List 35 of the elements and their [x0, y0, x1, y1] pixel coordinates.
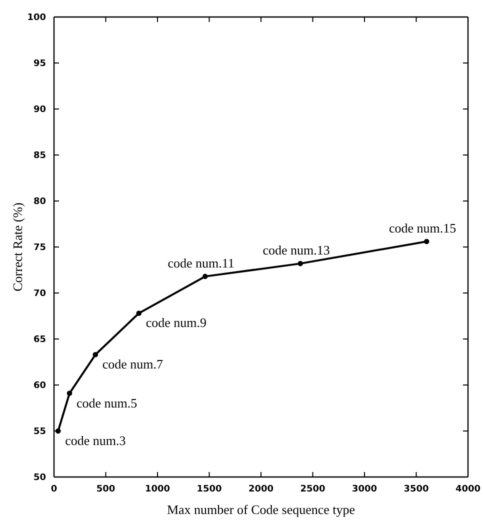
y-tick-label: 55 — [33, 426, 46, 437]
annotation: code num.11 — [168, 255, 234, 270]
annotation: code num.13 — [262, 242, 330, 258]
x-tick-label: 2000 — [248, 484, 274, 494]
y-tick-label: 80 — [33, 196, 46, 207]
x-axis-title: Max number of Code sequence type — [166, 502, 356, 517]
x-tick-label: 4000 — [455, 484, 481, 494]
x-tick-label: 1000 — [144, 484, 170, 494]
point — [92, 352, 98, 358]
y-tick-label: 100 — [27, 12, 46, 23]
x-tick-label: 500 — [96, 484, 116, 494]
x-tick-label: 0 — [50, 484, 58, 494]
x-tick-label: 3500 — [404, 484, 429, 494]
point — [136, 310, 142, 316]
x-tick-label: 2500 — [300, 484, 326, 494]
point — [298, 260, 303, 266]
annotation: code num.15 — [389, 220, 456, 236]
y-tick-label: 95 — [33, 58, 46, 69]
x-tick-label: 1500 — [196, 484, 222, 494]
point — [66, 390, 72, 396]
y-tick-label: 60 — [33, 380, 46, 391]
y-axis-title: Correct Rate (%) — [10, 202, 25, 292]
y-tick-label: 70 — [33, 288, 46, 299]
x-tick-label: 3000 — [352, 484, 378, 494]
y-tick-label: 50 — [33, 472, 46, 483]
point — [202, 274, 208, 280]
y-tick-label: 65 — [33, 334, 46, 345]
annotation: code num.7 — [102, 356, 164, 372]
annotation: code num.3 — [65, 433, 126, 448]
y-tick-label: 75 — [33, 242, 46, 253]
annotation: code num.9 — [146, 315, 207, 330]
annotation: code num.5 — [76, 395, 138, 410]
y-tick-label: 85 — [33, 150, 46, 161]
y-tick-label: 90 — [33, 104, 46, 115]
point — [424, 238, 430, 244]
